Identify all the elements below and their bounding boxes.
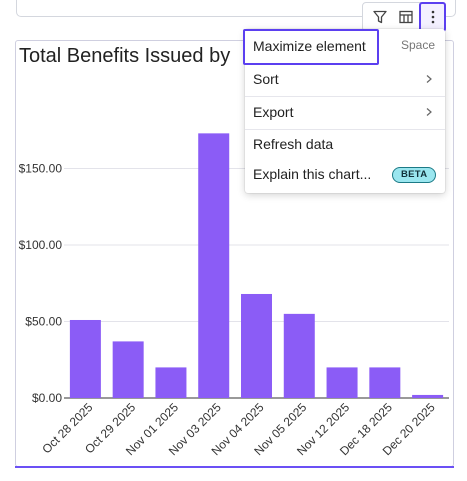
bar [412,394,444,398]
menu-divider [245,129,445,130]
y-tick-label: $50.00 [25,315,62,329]
card-bottom-accent [15,466,454,468]
bar [241,293,272,398]
filter-icon [373,10,387,24]
y-tick-label: $100.00 [19,238,63,252]
menu-item-refresh[interactable]: Refresh data [245,136,445,158]
chart-title: Total Benefits Issued by [19,45,231,67]
bar [155,367,187,398]
refresh-label: Refresh data [253,136,334,152]
y-tick-label: $0.00 [32,391,62,405]
beta-badge: BETA [392,167,437,183]
previous-card-edge [16,0,456,17]
bar [369,367,401,398]
more-vertical-icon [431,10,434,24]
menu-divider [245,96,445,97]
bar [198,133,230,398]
bar [69,319,101,398]
y-tick-label: $150.00 [19,162,63,176]
menu-item-sort[interactable]: Sort [245,71,445,93]
menu-item-explain[interactable]: Explain this chart... BETA [245,166,445,188]
options-menu: Maximize element Space Sort Export Refre… [243,29,445,193]
sort-label: Sort [253,71,279,87]
maximize-shortcut: Space [400,38,435,52]
card-toolbar [362,2,446,32]
filter-button[interactable] [367,4,393,30]
more-options-button[interactable] [419,2,446,32]
maximize-shortcut-row: Space [245,38,445,54]
maximize-label: Maximize element [253,38,366,54]
chevron-right-icon [426,75,432,83]
menu-item-maximize[interactable]: Maximize element [243,29,379,65]
columns-icon [399,10,413,24]
chevron-right-icon [426,108,432,116]
bar [112,341,144,398]
menu-item-export[interactable]: Export [245,104,445,126]
export-label: Export [253,104,294,120]
bar [283,313,315,398]
explain-label: Explain this chart... [253,166,372,182]
bar [326,367,358,398]
columns-button[interactable] [393,4,419,30]
